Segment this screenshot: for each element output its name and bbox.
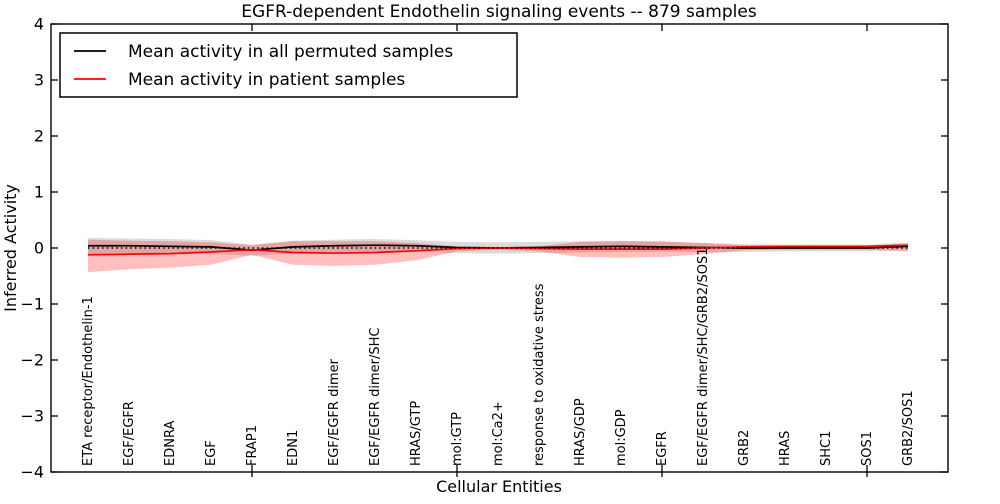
line-layer — [87, 244, 909, 256]
category-label: response to oxidative stress — [532, 283, 547, 466]
y-tick-label: 3 — [34, 71, 44, 90]
axes-frame — [50, 23, 949, 473]
legend-label-patient: Mean activity in patient samples — [128, 70, 405, 90]
y-tick-label: 0 — [34, 239, 44, 258]
legend-label-permuted: Mean activity in all permuted samples — [128, 42, 453, 62]
permuted-std-band — [88, 237, 908, 256]
tick-layer: 4 3 2 1 0 −1 −2 −3 −4 — [20, 15, 948, 482]
y-tick-label: 1 — [34, 183, 44, 202]
category-label-layer: ETA receptor/Endothelin-1 EGF/EGFR EDNRA EG… — [81, 248, 916, 467]
category-label: HRAS/GDP — [573, 398, 588, 466]
category-label: EGF/EGFR — [122, 401, 137, 466]
category-label: HRAS/GTP — [409, 401, 424, 466]
y-tick-label: −1 — [20, 295, 44, 314]
category-label: EDNRA — [163, 421, 178, 466]
category-label: mol:GTP — [450, 412, 465, 466]
y-axis-label: Inferred Activity — [1, 184, 20, 312]
category-label: EGF — [204, 440, 219, 466]
category-label: SOS1 — [860, 431, 875, 466]
y-tick-label: −3 — [20, 407, 44, 426]
category-label: EGF/EGFR dimer/SHC/GRB2/SOS1 — [696, 248, 711, 467]
category-label: HRAS — [778, 431, 793, 466]
chart-title: EGFR-dependent Endothelin signaling even… — [241, 2, 757, 22]
category-label: EGF/EGFR dimer — [327, 358, 342, 466]
y-tick-label: −2 — [20, 351, 44, 370]
category-label: GRB2/SOS1 — [901, 390, 916, 466]
category-label: mol:GDP — [614, 409, 629, 466]
legend-frame — [59, 32, 518, 98]
category-label: mol:Ca2+ — [491, 401, 506, 466]
category-label: GRB2 — [737, 430, 752, 466]
x-axis-label: Cellular Entities — [436, 477, 562, 496]
category-label: SHC1 — [819, 431, 834, 466]
category-label: EDN1 — [286, 430, 301, 466]
y-tick-label: −4 — [20, 463, 44, 482]
category-label: FRAP1 — [245, 425, 260, 466]
y-tick-label: 4 — [34, 15, 44, 34]
category-label: EGF/EGFR dimer/SHC — [368, 328, 383, 466]
category-label: ETA receptor/Endothelin-1 — [81, 296, 96, 466]
legend: Mean activity in all permuted samples Me… — [59, 32, 518, 98]
category-label: EGFR — [655, 431, 670, 466]
y-tick-label: 2 — [34, 127, 44, 146]
